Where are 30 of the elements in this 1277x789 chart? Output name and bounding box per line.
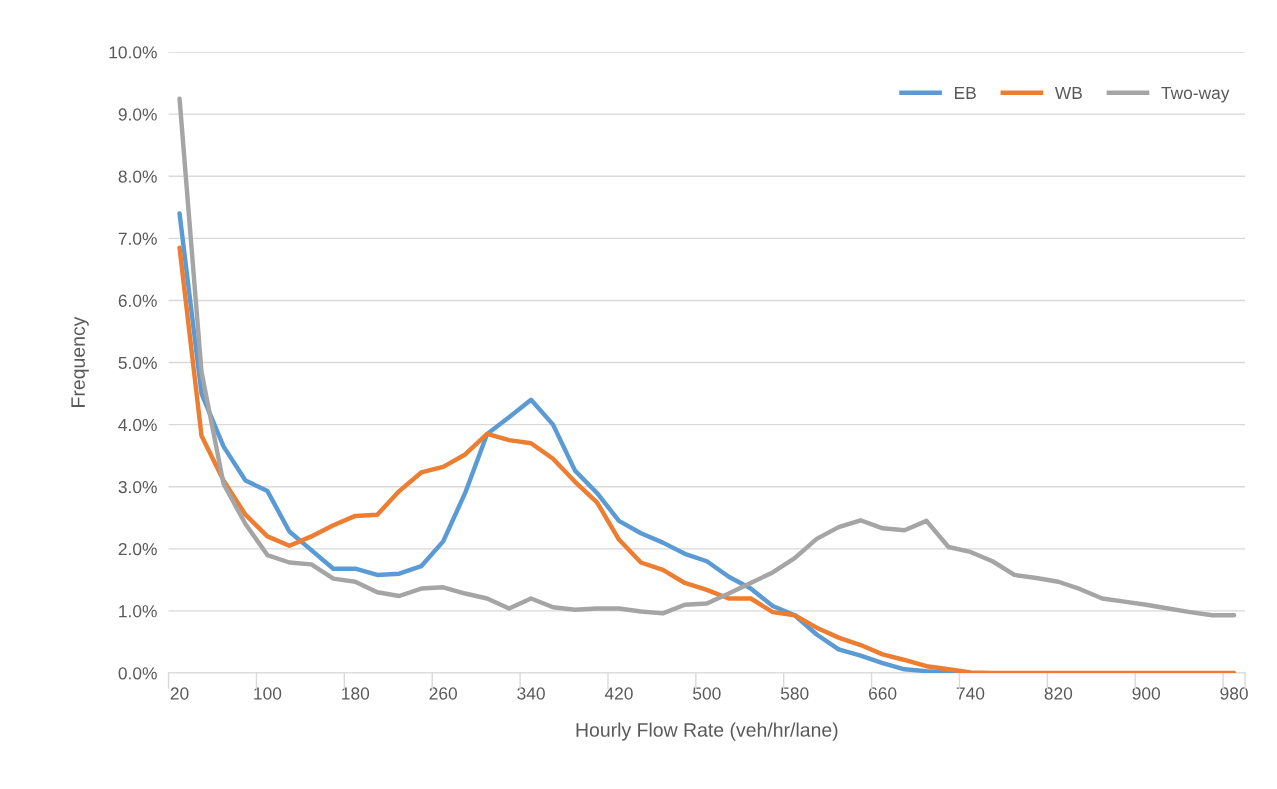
y-tick-label: 7.0% <box>118 232 157 245</box>
x-tick-label: 260 <box>429 687 457 700</box>
y-tick-label: 1.0% <box>119 605 157 618</box>
x-tick-label: 580 <box>780 687 809 700</box>
x-axis-title: Hourly Flow Rate (veh/hr/lane) <box>576 722 838 741</box>
legend-label: WB <box>1054 86 1082 99</box>
line-series <box>177 245 1237 674</box>
x-tick-label: 180 <box>342 687 370 700</box>
x-tick-label: 980 <box>1220 687 1248 700</box>
legend-label: EB <box>955 86 976 99</box>
legend-label: Two-way <box>1161 86 1230 103</box>
x-tick-label: 900 <box>1132 687 1161 700</box>
y-tick-label: 3.0% <box>118 480 157 494</box>
x-tick-label: 500 <box>693 687 721 700</box>
x-tick-label: 20 <box>170 687 189 700</box>
y-tick-label: 8.0% <box>118 170 157 183</box>
x-tick-label: 660 <box>868 687 897 700</box>
y-axis-title: Frequency <box>71 316 89 407</box>
y-tick-label: 4.0% <box>118 418 157 432</box>
y-tick-label: 10.0% <box>109 46 157 59</box>
x-tick-label: 420 <box>604 687 633 700</box>
x-tick-label: 820 <box>1044 687 1073 700</box>
y-tick-label: 9.0% <box>118 108 157 121</box>
x-tick-label: 740 <box>956 687 985 700</box>
y-tick-label: 0.0% <box>118 667 157 680</box>
y-tick-label: 6.0% <box>118 294 157 307</box>
x-tick-label: 340 <box>517 687 545 700</box>
y-tick-label: 2.0% <box>118 543 157 556</box>
x-tick-label: 100 <box>254 687 282 700</box>
y-tick-label: 5.0% <box>118 356 157 370</box>
